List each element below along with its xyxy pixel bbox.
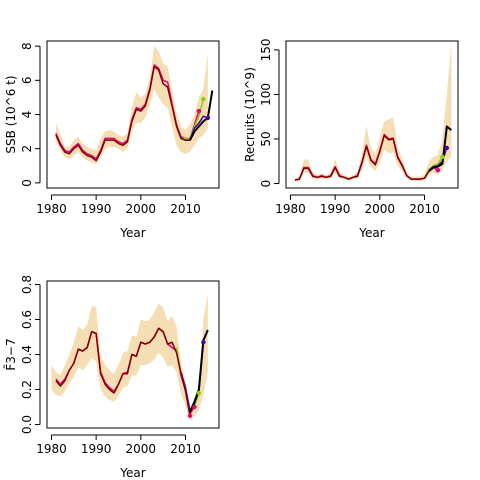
fbar-x-axis-label: Year [119, 466, 145, 480]
fbar-x-tick-label-0: 1980 [36, 442, 67, 456]
ssb-series-line-4 [189, 90, 214, 141]
ssb-series-line-3 [55, 65, 190, 162]
recruits-y-tick-label-1: 50 [259, 131, 273, 146]
recruits-y-tick-label-0: 0 [259, 180, 273, 188]
recruits-series-line-3 [294, 134, 430, 181]
recruits-y-axis-label: Recruits (10^9) [243, 67, 257, 162]
ssb-x-tick-label-3: 2010 [170, 202, 201, 216]
ssb-y-tick-label-1: 2 [20, 145, 34, 153]
fbar-x-tick-label-3: 2010 [170, 442, 201, 456]
fbar-x-tick-label-1: 1990 [81, 442, 112, 456]
ssb-plot-frame [46, 40, 220, 189]
fbar-series-line-4 [189, 329, 209, 413]
fbar-panel: 1980 1990 2000 2010 Year 0.0 0.2 0.4 0.6 0.8 F̄3−7 [4, 275, 220, 480]
recruits-x-tick-label-1: 1990 [320, 202, 351, 216]
fbar-y-tick-label-2: 0.4 [20, 345, 34, 364]
ssb-y-axis-label: SSB (10^6 t) [4, 75, 18, 153]
ssb-y-tick-label-0: 0 [20, 179, 34, 187]
recruits-y-tick-label-3: 150 [259, 38, 273, 61]
recruits-point-1 [440, 154, 445, 160]
ssb-point-0 [196, 108, 202, 114]
ssb-x-axis-label: Year [119, 226, 145, 240]
fbar-y-axis-label: F̄3−7 [4, 338, 18, 370]
recruits-x-tick-label-0: 1980 [275, 202, 306, 216]
fbar-point-2 [196, 390, 202, 396]
ssb-y-tick-label-3: 6 [20, 76, 34, 84]
recruits-x-tick-label-2: 2000 [365, 202, 396, 216]
recruits-point-0 [435, 167, 441, 173]
fbar-x-tick-label-2: 2000 [126, 442, 157, 456]
recruits-x-axis-label: Year [358, 226, 384, 240]
recruits-x-tick-label-3: 2010 [409, 202, 440, 216]
recruits-y-tick-label-2: 100 [259, 83, 273, 106]
ssb-x-tick-label-1: 1990 [81, 202, 112, 216]
ssb-y-tick-label-4: 8 [20, 42, 34, 50]
fbar-confidence-band [51, 293, 208, 421]
fbar-point-0 [187, 413, 193, 418]
fbar-point-1 [192, 404, 197, 410]
ssb-x-tick-label-2: 2000 [126, 202, 157, 216]
fbar-y-tick-label-1: 0.2 [20, 380, 34, 399]
fbar-plot-frame [46, 280, 220, 429]
ssb-x-tick-label-0: 1980 [36, 202, 67, 216]
fbar-y-tick-label-0: 0.0 [20, 415, 34, 434]
ssb-y-tick-label-2: 4 [20, 111, 34, 119]
fbar-y-tick-label-4: 0.8 [20, 275, 34, 294]
fbar-y-tick-label-3: 0.6 [20, 310, 34, 329]
recruits-series-line-4 [428, 125, 452, 172]
recruits-plot-frame [285, 40, 459, 189]
fbar-point-3 [201, 340, 206, 345]
recruits-confidence-band [294, 41, 452, 181]
ssb-panel: 1980 1990 2000 2010 Year 0 2 4 6 8 SSB (10^6 t) [4, 40, 220, 240]
fbar-series-line-3 [55, 327, 191, 416]
recruits-point-2 [444, 145, 450, 151]
ssb-point-1 [201, 96, 206, 102]
ssb-point-2 [205, 115, 211, 121]
